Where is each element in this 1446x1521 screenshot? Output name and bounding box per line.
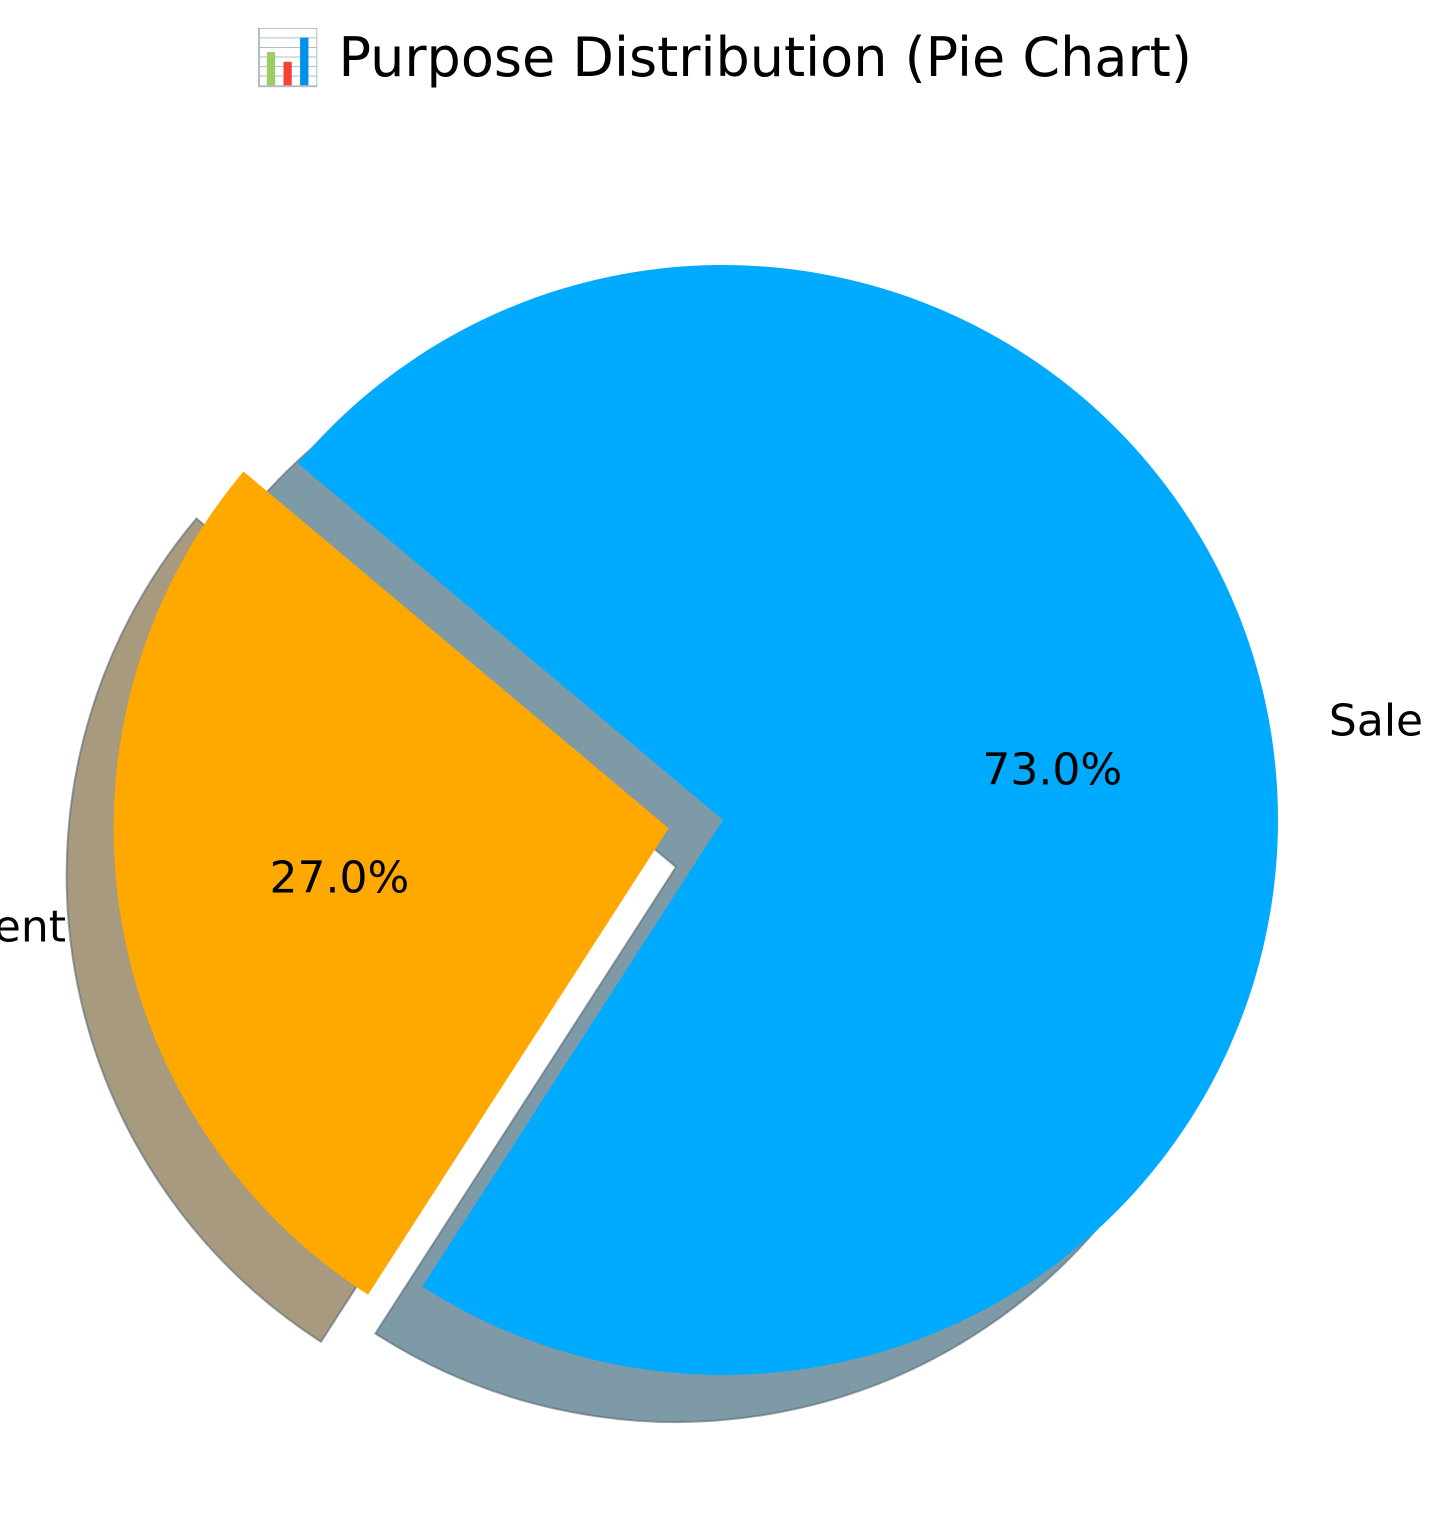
- pie-slice-sale: [297, 264, 1278, 1375]
- percent-label-rent: 27.0%: [269, 853, 409, 904]
- label-layer: Rent 27.0% Sale 73.0%: [0, 696, 1423, 953]
- pie-slice-rent: [113, 471, 669, 1295]
- slice-layer: [113, 264, 1278, 1375]
- percent-label-sale: 73.0%: [982, 745, 1122, 796]
- slice-label-rent: Rent: [0, 901, 66, 952]
- slice-label-sale: Sale: [1329, 696, 1423, 747]
- chart-title: 📊 Purpose Distribution (Pie Chart): [254, 26, 1192, 89]
